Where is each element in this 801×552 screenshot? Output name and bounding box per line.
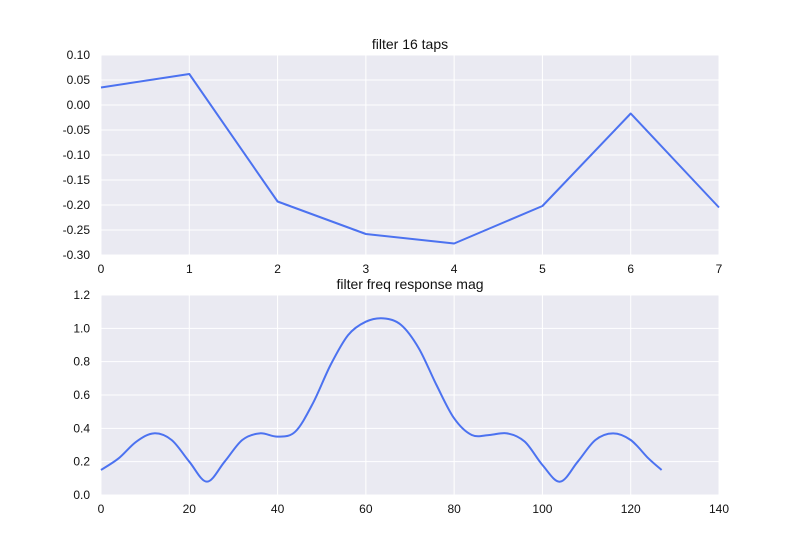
y-tick-label: -0.15 <box>63 173 91 187</box>
x-tick-label: 100 <box>532 502 552 516</box>
y-tick-label: 1.2 <box>73 288 90 302</box>
y-tick-label: -0.25 <box>63 223 91 237</box>
chart-title: filter 16 taps <box>372 36 448 52</box>
x-tick-label: 60 <box>359 502 373 516</box>
y-tick-label: 1.0 <box>73 321 90 335</box>
subplot-filter-taps: 0 1 2 3 4 5 6 7 0.10 0.05 0.00 -0.05 -0.10 -0.15 -0.2… <box>63 36 723 276</box>
y-tick-label: 0.05 <box>67 73 91 87</box>
x-tick-label: 7 <box>716 262 723 276</box>
x-tick-label: 1 <box>186 262 193 276</box>
y-tick-label: 0.8 <box>73 355 90 369</box>
x-tick-label: 0 <box>98 262 105 276</box>
x-tick-label: 3 <box>363 262 370 276</box>
x-tick-label: 5 <box>539 262 546 276</box>
series-line <box>100 73 720 245</box>
y-tick-label: 0.10 <box>67 48 91 62</box>
x-tick-label: 0 <box>98 502 105 516</box>
subplot-freq-response: 0 20 40 60 80 100 120 140 1.2 1.0 0.8 0.6 0.4 0.2 0.0… <box>73 276 729 516</box>
y-tick-label: 0.6 <box>73 388 90 402</box>
y-tick-label: -0.30 <box>63 248 91 262</box>
series-line <box>100 317 663 483</box>
y-tick-label: 0.4 <box>73 421 90 435</box>
grid-lines <box>100 54 720 256</box>
x-tick-label: 2 <box>274 262 281 276</box>
y-tick-label: -0.20 <box>63 198 91 212</box>
y-tick-label: 0.2 <box>73 455 90 469</box>
y-tick-label: -0.10 <box>63 148 91 162</box>
x-tick-label: 40 <box>271 502 285 516</box>
y-tick-labels: 0.10 0.05 0.00 -0.05 -0.10 -0.15 -0.20 -0.25 -0.… <box>63 48 91 262</box>
chart-title: filter freq response mag <box>336 276 483 292</box>
y-tick-label: 0.00 <box>67 98 91 112</box>
x-tick-label: 140 <box>709 502 729 516</box>
y-tick-label: 0.0 <box>73 488 90 502</box>
y-tick-label: -0.05 <box>63 123 91 137</box>
x-tick-label: 120 <box>621 502 641 516</box>
x-tick-label: 6 <box>627 262 634 276</box>
x-tick-label: 20 <box>183 502 197 516</box>
grid-lines <box>100 294 720 496</box>
y-tick-labels: 1.2 1.0 0.8 0.6 0.4 0.2 0.0 <box>73 288 90 502</box>
x-tick-label: 4 <box>451 262 458 276</box>
x-tick-labels: 0 1 2 3 4 5 6 7 <box>98 262 723 276</box>
x-tick-label: 80 <box>447 502 461 516</box>
x-tick-labels: 0 20 40 60 80 100 120 140 <box>98 502 730 516</box>
